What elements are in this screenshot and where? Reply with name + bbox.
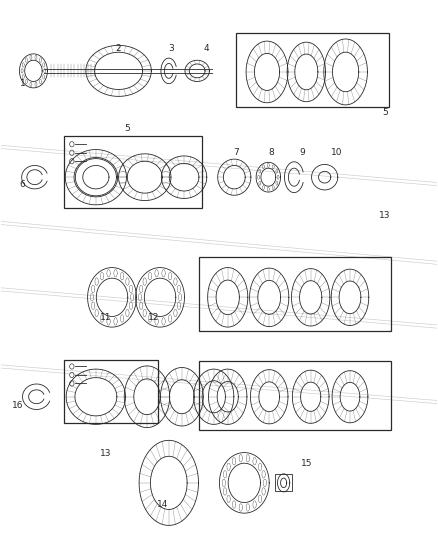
Text: 12: 12 <box>148 312 159 321</box>
Bar <box>199 361 392 430</box>
Text: 9: 9 <box>299 148 305 157</box>
Text: 5: 5 <box>382 108 388 117</box>
Bar <box>237 33 389 107</box>
Text: 2: 2 <box>116 44 121 53</box>
Text: 4: 4 <box>203 44 209 53</box>
Bar <box>64 360 158 423</box>
Text: 11: 11 <box>100 312 111 321</box>
Text: 13: 13 <box>100 449 111 458</box>
Text: 15: 15 <box>300 459 312 467</box>
Text: 14: 14 <box>156 500 168 509</box>
Bar <box>199 257 392 332</box>
Bar <box>275 474 292 491</box>
Text: 10: 10 <box>331 148 343 157</box>
Text: 6: 6 <box>20 180 25 189</box>
Text: 3: 3 <box>168 44 174 53</box>
Text: 5: 5 <box>124 124 130 133</box>
Bar <box>64 136 201 208</box>
Text: 8: 8 <box>268 148 274 157</box>
Text: 16: 16 <box>12 401 24 410</box>
Text: 7: 7 <box>233 148 239 157</box>
Text: 1: 1 <box>20 78 25 87</box>
Text: 13: 13 <box>379 212 391 221</box>
